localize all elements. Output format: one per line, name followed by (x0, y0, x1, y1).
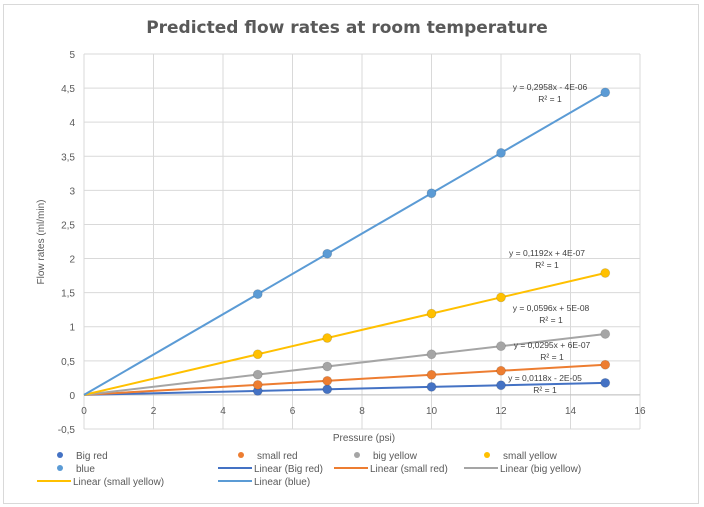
legend-marker (238, 452, 244, 458)
y-tick-label: 2,5 (61, 220, 75, 231)
data-point (322, 361, 333, 372)
y-tick-label: 3 (69, 186, 75, 197)
data-point (496, 147, 506, 158)
trendline-equation: y = 0,1192x + 4E-07 (509, 248, 585, 258)
y-tick-labels: -0,5 0 0,5 1 1,5 2 2,5 3 3,5 4 4,5 5 (58, 50, 76, 436)
data-point (426, 369, 437, 380)
x-tick-label: 16 (634, 406, 646, 417)
data-point (496, 365, 506, 376)
legend-label: Linear (big yellow) (500, 464, 581, 475)
data-point (496, 292, 506, 303)
chart-title: Predicted flow rates at room temperature (146, 18, 548, 38)
legend-label: Linear (small red) (370, 464, 448, 475)
x-tick-label: 6 (290, 406, 296, 417)
data-point (322, 248, 333, 259)
legend-label: Linear (blue) (254, 477, 310, 488)
legend-label: Linear (small yellow) (73, 477, 164, 488)
legend-label: Linear (Big red) (254, 464, 323, 475)
data-point (496, 380, 506, 391)
data-point (322, 375, 333, 386)
y-axis-label: Flow rates (ml/min) (36, 199, 47, 284)
trendline-equations: y = 0,0118x - 2E-05 R² = 1 y = 0,0295x + 6… (508, 82, 590, 395)
chart-frame (3, 4, 699, 504)
data-point (252, 379, 263, 390)
data-point (322, 333, 333, 343)
y-tick-label: 2 (69, 255, 75, 266)
legend-label: small yellow (503, 451, 558, 462)
y-tick-label: 4,5 (61, 84, 75, 95)
legend-marker (57, 452, 63, 458)
grid (83, 53, 641, 430)
x-tick-label: 12 (495, 406, 507, 417)
y-tick-label: 1 (69, 323, 75, 334)
data-point (252, 369, 263, 380)
x-tick-label: 0 (81, 406, 87, 417)
trendline-big-red (83, 381, 606, 396)
trendline-r2: R² = 1 (539, 315, 563, 325)
x-tick-label: 2 (151, 406, 157, 417)
x-tick-label: 14 (565, 406, 577, 417)
y-tick-label: 1,5 (61, 289, 75, 300)
data-point (426, 308, 437, 319)
trendline-equation: y = 0,0596x + 5E-08 (513, 303, 590, 313)
y-tick-label: 0,5 (61, 357, 75, 368)
trendline-equation: y = 0,0295x + 6E-07 (514, 340, 591, 350)
y-tick-label: 5 (69, 50, 75, 61)
trendline-big-yellow (83, 332, 606, 396)
data-point (426, 381, 437, 392)
y-tick-label: 4 (69, 118, 75, 129)
data-point (600, 329, 611, 339)
data-point (496, 341, 506, 352)
y-tick-label: 0 (69, 391, 75, 402)
data-point (600, 87, 611, 98)
y-tick-label: -0,5 (58, 425, 76, 436)
trendline-r2: R² = 1 (533, 385, 557, 395)
trendline-small-yellow (83, 272, 606, 396)
data-point (600, 359, 611, 370)
data-point (252, 289, 263, 299)
legend-label: Big red (76, 451, 108, 462)
data-point (252, 349, 263, 360)
data-points (252, 87, 611, 396)
legend-marker (484, 452, 490, 458)
y-tick-label: 3,5 (61, 152, 75, 163)
trendline-equation: y = 0,2958x - 4E-06 (513, 82, 588, 92)
data-point (600, 377, 611, 388)
trendline-r2: R² = 1 (540, 352, 564, 362)
legend-label: blue (76, 464, 95, 475)
data-point (426, 188, 437, 199)
data-point (600, 268, 611, 278)
x-tick-label: 4 (220, 406, 226, 417)
x-tick-label: 10 (426, 406, 438, 417)
trendline-equation: y = 0,0118x - 2E-05 (508, 373, 582, 383)
legend-marker (57, 465, 63, 471)
data-point (426, 349, 437, 360)
trendline-r2: R² = 1 (535, 260, 559, 270)
x-axis-label: Pressure (psi) (333, 433, 395, 444)
trendline-blue (83, 91, 606, 396)
trendline-r2: R² = 1 (538, 94, 562, 104)
x-tick-label: 8 (359, 406, 365, 417)
trendline-small-red (83, 363, 606, 396)
legend-label: small red (257, 451, 298, 462)
legend-marker (354, 452, 360, 458)
data-point (322, 384, 333, 395)
x-tick-labels: 0 2 4 6 8 10 12 14 16 (81, 406, 646, 417)
trendlines (83, 91, 606, 396)
legend: Big red small red big yellow small yellow bl… (37, 451, 581, 488)
legend-label: big yellow (373, 451, 418, 462)
